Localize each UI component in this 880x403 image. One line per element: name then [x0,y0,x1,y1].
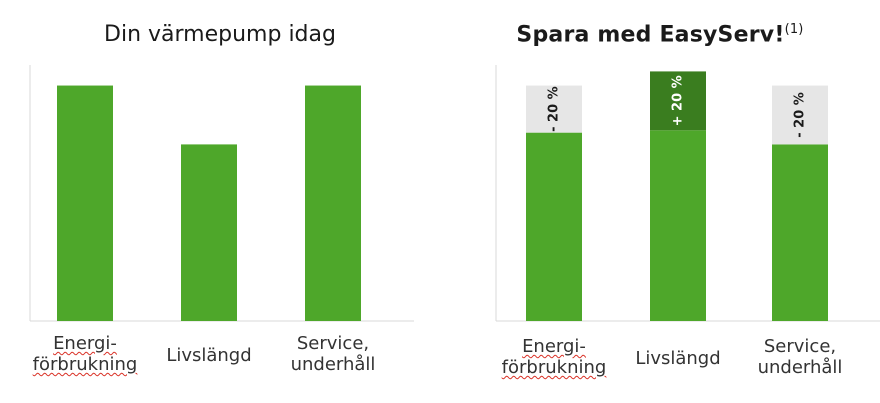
left-bar-1 [57,85,113,321]
right-category-label-1: Energi-förbrukning [484,336,624,378]
right-bar-chart: - 20 % + 20 % - 20 % [495,65,880,322]
left-category-label-3: Service, underhåll [263,333,403,375]
left-category-label-2-line-1: Livslängd [166,345,252,366]
left-chart-title: Din värmepump idag [104,22,336,47]
left-category-label-1-line-1: Energi- [53,333,117,354]
left-category-label-2: Livslängd [139,345,279,366]
right-bar-1 [526,132,582,321]
right-category-label-3-line-1: Service, [763,336,837,357]
left-bar-3 [305,85,361,321]
right-bar-2-change-segment [650,71,706,131]
right-bar-3 [772,144,828,321]
right-bar-2 [650,130,706,321]
right-category-label-3-line-2: underhåll [757,357,843,378]
right-bar-1-change-segment [526,85,582,133]
right-chart-title: Spara med EasyServ!(1) [440,22,880,47]
left-bar-chart [29,65,414,322]
left-category-label-3-line-2: underhåll [290,354,376,375]
right-bar-3-change-segment [772,85,828,145]
right-category-label-1-line-1: Energi- [522,336,586,357]
right-chart-title-text: Spara med EasyServ! [516,22,785,48]
left-category-label-1: Energi-förbrukning [15,333,155,375]
right-category-label-3: Service, underhåll [730,336,870,378]
right-chart-title-footnote: (1) [784,22,804,37]
right-bar-3-change-label: - 20 % [793,92,808,138]
left-chart-panel: Din värmepump idag Energi-förbrukning Liv… [15,22,414,375]
left-bar-2 [181,144,237,321]
left-category-label-1-line-2: förbrukning [32,354,138,375]
right-category-label-2: Livslängd [608,348,748,369]
right-bar-1-change-label: - 20 % [547,86,562,132]
right-category-label-2-line-1: Livslängd [635,348,721,369]
left-category-label-3-line-1: Service, [296,333,370,354]
right-category-label-1-line-2: förbrukning [501,357,607,378]
right-chart-panel: Spara med EasyServ!(1) - 20 % + 20 % - 20 … [440,0,880,403]
right-bar-2-change-label: + 20 % [671,75,686,126]
